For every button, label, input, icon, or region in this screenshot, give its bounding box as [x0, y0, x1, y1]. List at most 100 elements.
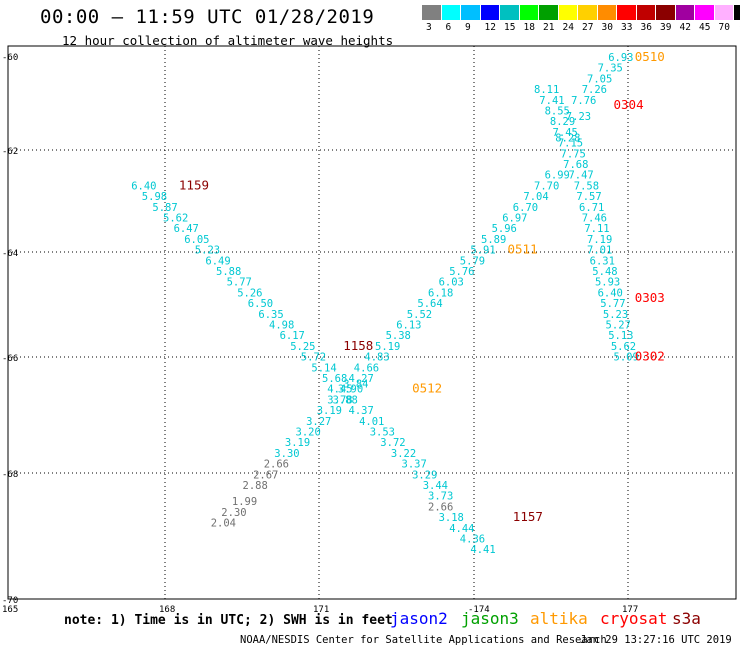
legend-label: 70 — [718, 22, 730, 33]
wave-height-value: 4.37 — [349, 405, 374, 417]
legend-label: 18 — [523, 22, 535, 33]
wave-height-value: 6.71 — [579, 202, 604, 214]
wave-height-value: 3.88 — [333, 394, 358, 406]
wave-height-value: 6.99 — [545, 170, 570, 182]
wave-height-value: 4.41 — [470, 544, 495, 556]
legend-swatch — [422, 5, 442, 20]
latitude-label: -68 — [2, 470, 18, 480]
longitude-label: 168 — [159, 605, 175, 615]
legend-swatch — [480, 5, 500, 20]
wave-height-value: 6.18 — [428, 287, 453, 299]
wave-height-value: 7.70 — [534, 180, 559, 192]
wave-height-value: 5.23 — [603, 309, 628, 321]
wave-height-value: 5.87 — [152, 202, 177, 214]
wave-height-value: 5.13 — [608, 330, 633, 342]
wave-height-value: 5.19 — [375, 341, 400, 353]
latitude-label: -66 — [2, 354, 18, 364]
wave-height-value: 3.30 — [274, 448, 299, 460]
wave-height-value: 7.46 — [582, 213, 607, 225]
latitude-label: -60 — [2, 53, 18, 63]
wave-height-value: 3.44 — [423, 480, 448, 492]
legend-label: 9 — [465, 22, 471, 33]
longitude-label: 171 — [313, 605, 329, 615]
wave-height-value: 7.75 — [561, 148, 586, 160]
wave-height-value: 2.88 — [243, 480, 268, 492]
wave-height-value: 2.66 — [428, 501, 453, 513]
wave-height-value: 3.73 — [428, 491, 453, 503]
wave-height-value: 4.83 — [364, 352, 389, 364]
wave-height-value: 3.19 — [317, 405, 342, 417]
pass-time-label: 0511 — [508, 242, 538, 257]
legend-label: (ft) — [738, 22, 740, 33]
wave-height-value: 4.27 — [349, 373, 374, 385]
wave-height-value: 6.13 — [396, 320, 421, 332]
legend-label: 12 — [484, 22, 496, 33]
wave-height-value: 7.47 — [568, 170, 593, 182]
wave-height-value: 5.79 — [460, 255, 485, 267]
wave-height-value: 6.03 — [439, 277, 464, 289]
satellite-name: s3a — [672, 609, 701, 628]
wave-height-value: 3.72 — [380, 437, 405, 449]
wave-height-value: 4.98 — [269, 320, 294, 332]
wave-height-value: 5.48 — [592, 266, 617, 278]
wave-height-value: 5.26 — [237, 287, 262, 299]
pass-time-label: 1157 — [513, 509, 543, 524]
wave-height-value: 3.53 — [370, 427, 395, 439]
legend-swatch — [656, 5, 676, 20]
wave-height-value: 7.35 — [598, 63, 623, 75]
latitude-label: -64 — [2, 249, 18, 259]
wave-height-value: 3.78 — [327, 394, 352, 406]
legend-swatch — [441, 5, 461, 20]
satellite-name: cryosat — [600, 609, 668, 628]
wave-height-value: 5.62 — [163, 213, 188, 225]
legend-label: 15 — [504, 22, 516, 33]
wave-height-value: 5.23 — [195, 245, 220, 257]
generated-timestamp: Jan 29 13:27:16 UTC 2019 — [580, 634, 732, 646]
wave-height-value: 5.09 — [614, 352, 639, 364]
wave-height-value: 2.04 — [211, 517, 236, 529]
legend-swatch — [636, 5, 656, 20]
wave-height-value: 6.49 — [205, 255, 230, 267]
wave-height-value: 5.89 — [481, 234, 506, 246]
pass-time-label: 0302 — [635, 349, 665, 364]
pass-time-label: 0512 — [412, 381, 442, 396]
longitude-label: -174 — [468, 605, 490, 615]
wave-height-value: 5.14 — [311, 362, 336, 374]
wave-height-value: 2.67 — [253, 469, 278, 481]
wave-height-value: 6.05 — [184, 234, 209, 246]
wave-height-value: 6.70 — [513, 202, 538, 214]
legend-swatch — [578, 5, 598, 20]
wave-height-value: 8.11 — [534, 84, 559, 96]
wave-height-value: 6.47 — [174, 223, 199, 235]
wave-height-value: 4.44 — [449, 523, 474, 535]
wave-height-value: 6.40 — [131, 180, 156, 192]
wave-height-value: 3.22 — [391, 448, 416, 460]
wave-height-value: 6.35 — [258, 309, 283, 321]
wave-height-value: 6.40 — [598, 287, 623, 299]
wave-height-value: 7.11 — [584, 223, 609, 235]
wave-height-value: 7.01 — [587, 245, 612, 257]
wave-height-value: 5.64 — [417, 298, 442, 310]
wave-height-value: 7.15 — [558, 138, 583, 150]
wave-height-value: 8.29 — [550, 116, 575, 128]
wave-height-value: 5.62 — [611, 341, 636, 353]
legend-swatch — [558, 5, 578, 20]
legend-swatch — [597, 5, 617, 20]
legend-swatch — [734, 5, 740, 20]
wave-height-value: 6.17 — [280, 330, 305, 342]
legend-swatch — [539, 5, 559, 20]
wave-height-value: 7.58 — [574, 180, 599, 192]
wave-height-value: 7.05 — [587, 73, 612, 85]
credit-footer: NOAA/NESDIS Center for Satellite Applica… — [240, 634, 607, 646]
wave-height-value: 4.01 — [359, 416, 384, 428]
wave-height-value: 7.68 — [563, 159, 588, 171]
wave-height-value: 5.77 — [600, 298, 625, 310]
wave-height-value: 3.84 — [343, 378, 368, 390]
wave-height-value: 3.19 — [285, 437, 310, 449]
pass-time-label: 0510 — [635, 49, 665, 64]
wave-height-value: 4.45 — [327, 384, 352, 396]
wave-height-value: 8.55 — [545, 106, 570, 118]
wave-height-value: 7.57 — [576, 191, 601, 203]
